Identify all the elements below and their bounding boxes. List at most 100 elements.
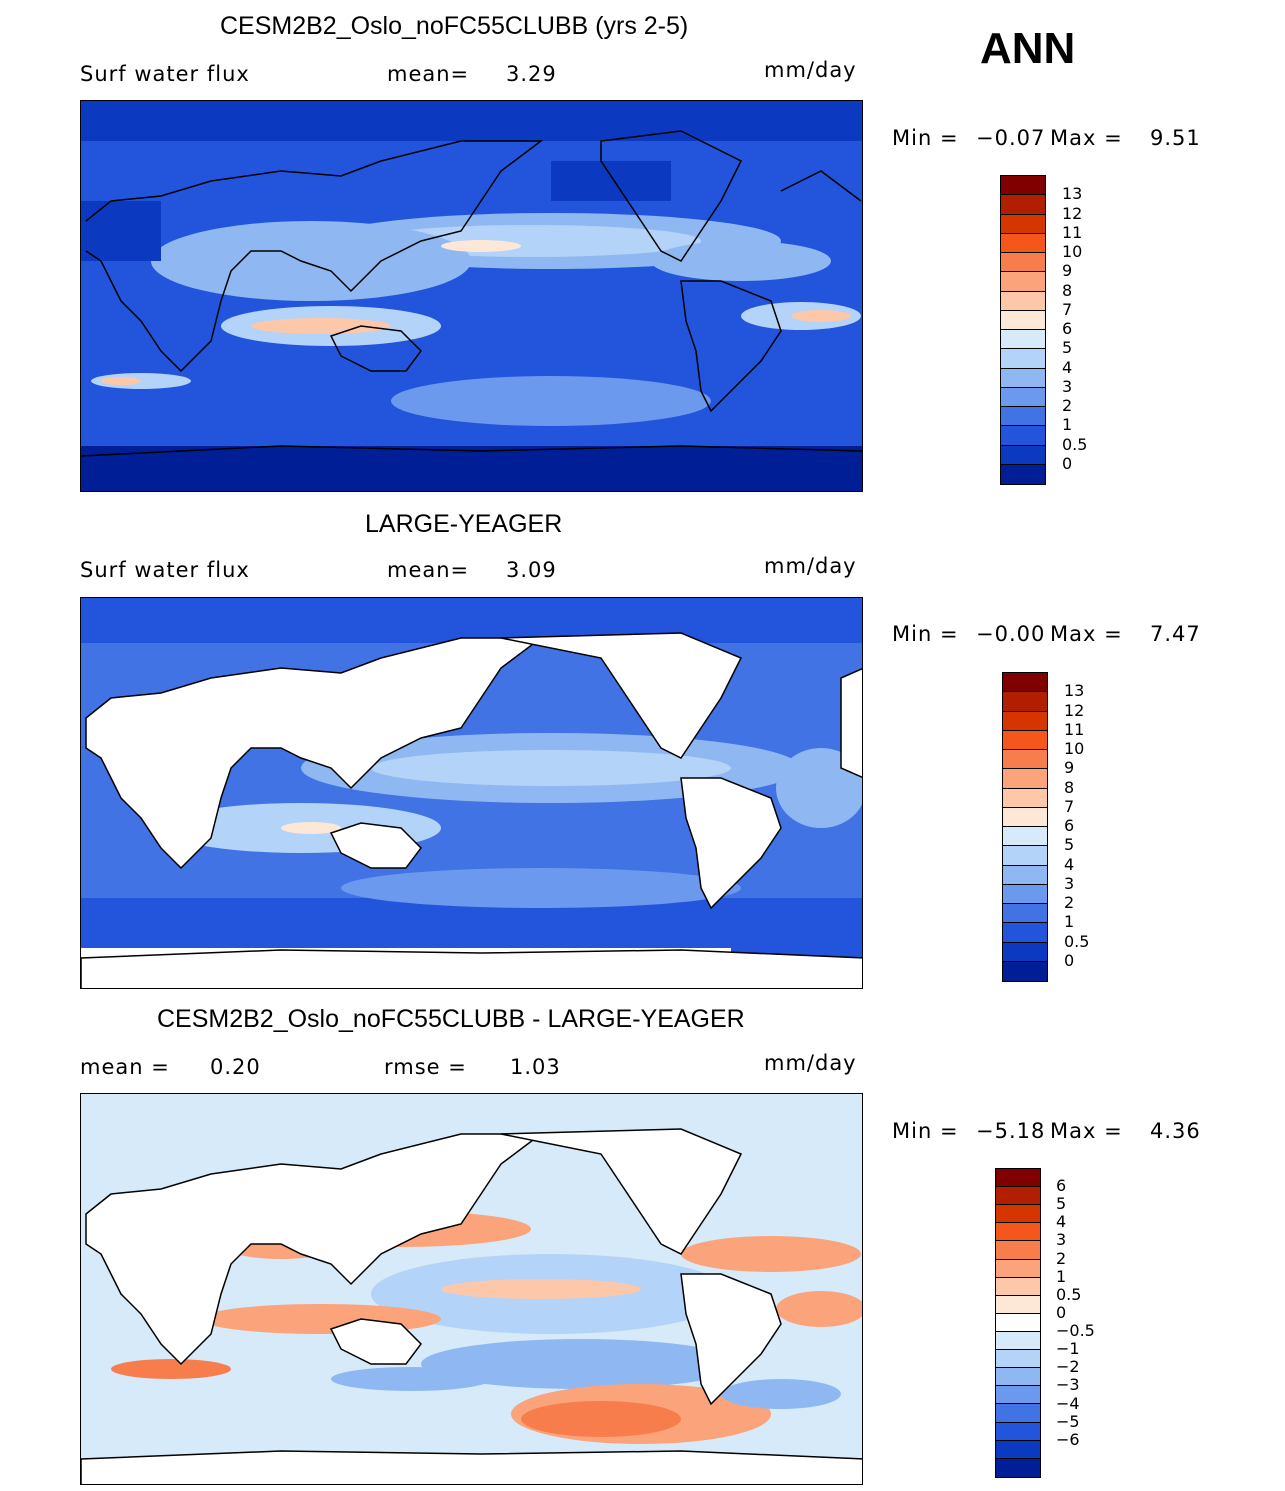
panel3-rmse-label: rmse = — [384, 1055, 467, 1079]
colorbar-segment — [1003, 865, 1047, 885]
colorbar-segment — [1001, 176, 1045, 196]
colorbar-segment — [1003, 692, 1047, 712]
panel1-variable-label: Surf water flux — [80, 62, 250, 86]
colorbar-tick-label: 5 — [1056, 1194, 1067, 1214]
colorbar-segment — [1003, 750, 1047, 770]
colorbar-segment — [996, 1187, 1040, 1206]
colorbar-tick-label: 8 — [1062, 280, 1073, 300]
colorbar-tick-label: 5 — [1064, 835, 1075, 855]
panel1-max-label: Max = — [1050, 126, 1123, 150]
colorbar-tick-label: 6 — [1064, 816, 1075, 835]
colorbar-tick-label: 11 — [1064, 719, 1085, 739]
colorbar-tick-label: 4 — [1056, 1212, 1067, 1232]
colorbar-tick-label: 10 — [1064, 739, 1085, 758]
colorbar-segment — [1001, 291, 1045, 311]
colorbar-segment — [1003, 730, 1047, 750]
colorbar-segment — [1003, 769, 1047, 789]
panel2-variable-label: Surf water flux — [80, 558, 250, 582]
colorbar-tick-label: 2 — [1062, 396, 1073, 415]
panel2-colorbar — [1002, 672, 1048, 982]
colorbar-tick-label: −1 — [1056, 1339, 1080, 1359]
colorbar-segment — [1003, 942, 1047, 962]
colorbar-segment — [1001, 272, 1045, 292]
colorbar-segment — [1003, 904, 1047, 924]
colorbar-segment — [1003, 807, 1047, 827]
colorbar-tick-label: 9 — [1064, 758, 1075, 778]
colorbar-tick-label: 7 — [1064, 796, 1075, 816]
panel1-max-value: 9.51 — [1150, 126, 1201, 150]
colorbar-segment — [1003, 711, 1047, 731]
season-label: ANN — [980, 24, 1076, 73]
colorbar-segment — [996, 1331, 1040, 1351]
colorbar-segment — [996, 1205, 1040, 1224]
colorbar-segment — [1001, 349, 1045, 369]
panel3-title: CESM2B2_Oslo_noFC55CLUBB - LARGE-YEAGER — [157, 1005, 745, 1033]
panel1-units: mm/day — [764, 58, 857, 82]
panel3-colorbar — [995, 1168, 1041, 1478]
colorbar-segment — [1003, 923, 1047, 943]
colorbar-tick-label: 11 — [1062, 222, 1083, 242]
colorbar-segment — [996, 1458, 1040, 1477]
colorbar-tick-label: 3 — [1062, 376, 1073, 396]
colorbar-tick-label: 6 — [1062, 319, 1073, 338]
colorbar-segment — [996, 1223, 1040, 1242]
colorbar-tick-label: 5 — [1062, 338, 1073, 358]
colorbar-tick-label: 13 — [1062, 184, 1083, 204]
colorbar-segment — [1001, 253, 1045, 273]
colorbar-segment — [996, 1241, 1040, 1260]
colorbar-tick-label: 0.5 — [1056, 1284, 1082, 1304]
colorbar-tick-label: 12 — [1064, 700, 1085, 720]
colorbar-segment — [996, 1259, 1040, 1278]
panel1-title: CESM2B2_Oslo_noFC55CLUBB (yrs 2-5) — [220, 12, 689, 40]
panel3-max-value: 4.36 — [1150, 1119, 1201, 1143]
colorbar-tick-label: 2 — [1056, 1248, 1067, 1268]
panel1-mean-label: mean= — [387, 62, 470, 86]
panel3-min-label: Min = — [892, 1119, 959, 1143]
colorbar-tick-label: 1 — [1056, 1266, 1067, 1286]
colorbar-segment — [1003, 961, 1047, 981]
colorbar-segment — [1001, 195, 1045, 215]
colorbar-tick-label: −6 — [1056, 1429, 1080, 1449]
panel2-min-value: −0.00 — [976, 622, 1046, 646]
panel2-mean-value: 3.09 — [506, 558, 557, 582]
colorbar-segment — [1001, 387, 1045, 407]
colorbar-tick-label: −5 — [1056, 1411, 1080, 1431]
colorbar-tick-label: 3 — [1056, 1230, 1067, 1250]
colorbar-tick-label: 4 — [1064, 854, 1075, 874]
panel3-rmse-value: 1.03 — [510, 1055, 561, 1079]
colorbar-tick-label: 9 — [1062, 261, 1073, 281]
panel2-min-label: Min = — [892, 622, 959, 646]
colorbar-segment — [1001, 426, 1045, 446]
panel2-mean-label: mean= — [387, 558, 470, 582]
colorbar-segment — [996, 1440, 1040, 1459]
panel2-units: mm/day — [764, 554, 857, 578]
panel3-mean-value: 0.20 — [210, 1055, 261, 1079]
panel1-min-value: −0.07 — [976, 126, 1046, 150]
panel3-min-value: −5.18 — [976, 1119, 1046, 1143]
panel1-map-svg — [81, 101, 862, 491]
panel1-colorbar — [1000, 175, 1046, 485]
colorbar-tick-label: 10 — [1062, 242, 1083, 261]
colorbar-tick-label: 12 — [1062, 203, 1083, 223]
colorbar-segment — [996, 1350, 1040, 1369]
colorbar-tick-label: −3 — [1056, 1375, 1080, 1395]
panel3-max-label: Max = — [1050, 1119, 1123, 1143]
colorbar-segment — [1003, 884, 1047, 904]
colorbar-tick-label: 3 — [1064, 873, 1075, 893]
colorbar-tick-label: 1 — [1064, 912, 1075, 932]
panel1-colorbar-labels: 13 12 11 10 9 8 7 6 5 4 3 2 1 0.5 0 — [1062, 175, 1122, 485]
panel1-min-label: Min = — [892, 126, 959, 150]
panel2-map-svg — [81, 598, 862, 988]
colorbar-tick-label: 4 — [1062, 357, 1073, 377]
colorbar-tick-label: 0 — [1062, 453, 1073, 473]
panel1-map — [80, 100, 863, 492]
panel2-max-value: 7.47 — [1150, 622, 1201, 646]
colorbar-segment — [996, 1277, 1040, 1296]
panel3-map-svg — [81, 1094, 862, 1484]
colorbar-tick-label: 0 — [1056, 1302, 1067, 1322]
colorbar-tick-label: 7 — [1062, 299, 1073, 319]
colorbar-tick-label: −0.5 — [1056, 1321, 1095, 1341]
colorbar-segment — [1001, 233, 1045, 253]
colorbar-segment — [1001, 368, 1045, 388]
colorbar-segment — [1001, 464, 1045, 484]
